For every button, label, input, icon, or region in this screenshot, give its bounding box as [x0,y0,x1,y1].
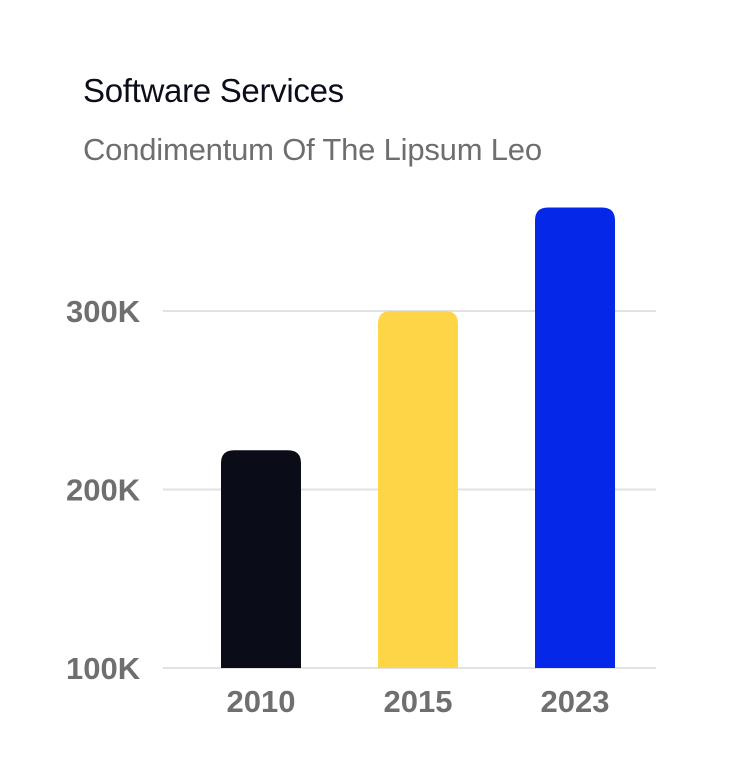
y-axis-ticks: 100K 200K 300K [66,294,141,686]
bar-2023 [535,207,615,668]
y-tick-label: 300K [66,294,141,329]
x-tick-label: 2023 [541,684,610,719]
y-tick-label: 200K [66,473,141,508]
x-tick-label: 2010 [227,684,296,719]
x-tick-label: 2015 [384,684,453,719]
bar-2015 [378,311,458,668]
bar-2010 [221,450,301,668]
chart-title: Software Services [83,72,344,109]
chart-subtitle: Condimentum Of The Lipsum Leo [83,132,542,167]
bars [221,207,615,668]
x-axis-ticks: 2010 2015 2023 [227,684,610,719]
y-tick-label: 100K [66,651,141,686]
